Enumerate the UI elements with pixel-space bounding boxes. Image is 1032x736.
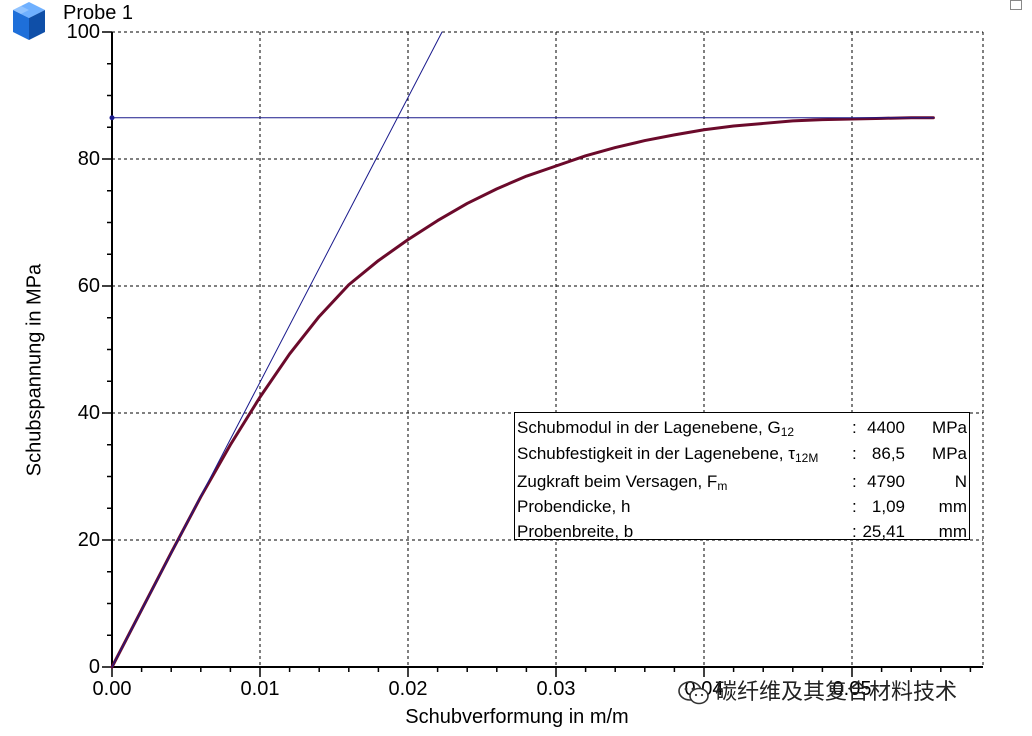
info-value: 1,09	[871, 497, 905, 516]
modulus-line	[111, 31, 443, 668]
info-label: Schubmodul in der Lagenebene, G12	[517, 415, 794, 445]
info-colon: :	[852, 497, 857, 516]
info-row: Schubmodul in der Lagenebene, G12:4400 MP…	[515, 415, 969, 440]
info-colon: :	[852, 444, 857, 463]
grid	[112, 31, 984, 667]
info-label: Zugkraft beim Versagen, Fm	[517, 469, 727, 499]
info-label-subscript: m	[717, 479, 728, 493]
info-label-text: Zugkraft beim Versagen, F	[517, 472, 718, 491]
info-label-text: Schubmodul in der Lagenebene, G	[517, 418, 781, 437]
info-label: Schubfestigkeit in der Lagenebene, τ12M	[517, 441, 818, 471]
x-axis-label: Schubverformung in m/m	[405, 706, 629, 728]
watermark-text: 碳纤维及其复合材料技术	[715, 680, 958, 705]
y-tick-label: 60	[77, 275, 100, 297]
x-tick-label: 0.03	[536, 678, 576, 700]
info-unit: mm	[938, 522, 967, 541]
info-label-text: Probenbreite, b	[517, 522, 634, 541]
axes	[102, 31, 983, 677]
y-tick-label: 80	[77, 148, 100, 170]
x-tick-label: 0.00	[92, 678, 132, 700]
info-value: 86,5	[871, 444, 905, 463]
info-colon: :	[852, 472, 857, 491]
info-row: Probendicke, h:1,09 mm	[515, 494, 969, 519]
y-tick-label: 20	[77, 529, 100, 551]
info-row: Probenbreite, b:25,41 mm	[515, 519, 969, 544]
strength-marker	[109, 115, 115, 121]
y-tick-label: 0	[88, 656, 100, 678]
cube-stack-icon	[13, 2, 45, 40]
info-unit: N	[954, 472, 967, 491]
info-value: 25,41	[862, 522, 905, 541]
info-value: 4790	[867, 472, 905, 491]
info-row: Zugkraft beim Versagen, Fm:4790 N	[515, 469, 969, 494]
info-unit: MPa	[932, 444, 967, 463]
info-label-text: Probendicke, h	[517, 497, 631, 516]
stress-strain-curve	[110, 116, 935, 669]
y-tick-label: 40	[77, 402, 100, 424]
x-tick-label: 0.05	[832, 678, 872, 700]
chart-title: Probe 1	[63, 2, 134, 24]
y-tick-label: 100	[66, 21, 100, 43]
info-colon: :	[852, 522, 857, 541]
info-label-subscript: 12M	[794, 451, 819, 465]
x-tick-label: 0.01	[240, 678, 280, 700]
info-label-subscript: 12	[780, 425, 795, 439]
info-label: Probenbreite, b	[517, 519, 633, 544]
wechat-icon	[678, 681, 709, 705]
x-tick-label: 0.02	[388, 678, 428, 700]
info-unit: MPa	[932, 418, 967, 437]
window-icon[interactable]	[1010, 0, 1022, 10]
watermark: 碳纤维及其复合材料技术	[677, 674, 957, 706]
y-axis-label: Schubspannung in MPa	[23, 263, 46, 477]
info-colon: :	[852, 418, 857, 437]
info-label-text: Schubfestigkeit in der Lagenebene, τ	[517, 444, 795, 463]
info-value: 4400	[867, 418, 905, 437]
info-label: Probendicke, h	[517, 494, 630, 519]
series	[109, 31, 935, 669]
info-unit: mm	[938, 497, 967, 516]
result-table: Schubmodul in der Lagenebene, G12:4400 MP…	[514, 412, 970, 541]
info-row: Schubfestigkeit in der Lagenebene, τ12M:…	[515, 441, 969, 466]
